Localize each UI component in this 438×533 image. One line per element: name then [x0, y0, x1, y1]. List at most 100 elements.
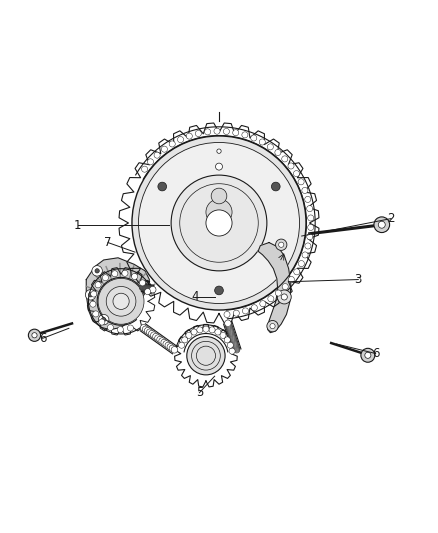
Circle shape	[229, 332, 235, 338]
Circle shape	[98, 278, 144, 324]
Circle shape	[147, 286, 153, 292]
Circle shape	[144, 285, 150, 292]
Circle shape	[131, 273, 138, 279]
Circle shape	[90, 301, 96, 307]
Circle shape	[275, 149, 281, 156]
Circle shape	[159, 338, 165, 344]
Circle shape	[163, 341, 170, 347]
Circle shape	[140, 284, 146, 290]
Circle shape	[195, 131, 201, 136]
Text: 3: 3	[355, 273, 362, 286]
Circle shape	[171, 346, 178, 353]
Circle shape	[149, 286, 156, 293]
Circle shape	[365, 352, 371, 358]
Circle shape	[230, 335, 236, 341]
Circle shape	[191, 329, 197, 335]
Circle shape	[148, 286, 154, 293]
Circle shape	[102, 274, 109, 281]
Circle shape	[182, 337, 188, 343]
Circle shape	[276, 239, 287, 251]
Polygon shape	[258, 243, 291, 333]
Circle shape	[231, 339, 237, 345]
Circle shape	[268, 296, 274, 302]
Circle shape	[267, 320, 278, 332]
Circle shape	[230, 336, 237, 343]
Circle shape	[122, 270, 128, 276]
Circle shape	[117, 327, 124, 333]
Circle shape	[302, 188, 308, 193]
Circle shape	[288, 163, 294, 169]
Circle shape	[112, 271, 118, 277]
Circle shape	[307, 215, 314, 221]
Circle shape	[276, 290, 281, 296]
Circle shape	[228, 329, 234, 336]
Circle shape	[307, 233, 313, 240]
Circle shape	[277, 290, 291, 304]
Circle shape	[141, 285, 148, 291]
Text: 7: 7	[104, 236, 112, 249]
Circle shape	[143, 285, 150, 292]
Circle shape	[227, 327, 233, 333]
Circle shape	[229, 334, 236, 340]
Circle shape	[233, 130, 239, 136]
Circle shape	[288, 277, 294, 282]
Circle shape	[242, 308, 248, 314]
Circle shape	[91, 291, 97, 297]
Circle shape	[227, 328, 234, 335]
Circle shape	[148, 286, 155, 293]
Circle shape	[145, 285, 151, 292]
Circle shape	[214, 128, 220, 134]
Circle shape	[224, 311, 230, 318]
Circle shape	[167, 344, 173, 350]
Circle shape	[138, 142, 300, 303]
Circle shape	[233, 346, 240, 353]
Circle shape	[227, 328, 234, 334]
Circle shape	[151, 332, 157, 338]
Circle shape	[205, 129, 211, 135]
Polygon shape	[86, 258, 149, 329]
Circle shape	[302, 252, 308, 258]
Circle shape	[215, 286, 223, 295]
Circle shape	[102, 318, 106, 322]
Circle shape	[88, 293, 93, 297]
Circle shape	[294, 269, 300, 275]
Circle shape	[251, 305, 258, 311]
Circle shape	[28, 329, 41, 341]
Circle shape	[279, 242, 284, 247]
Circle shape	[140, 325, 147, 331]
Circle shape	[142, 285, 148, 291]
Circle shape	[186, 133, 192, 139]
Circle shape	[374, 217, 390, 232]
Circle shape	[141, 285, 147, 291]
Circle shape	[148, 286, 155, 293]
Circle shape	[305, 243, 311, 249]
Circle shape	[224, 337, 230, 343]
Circle shape	[282, 284, 288, 289]
Circle shape	[217, 149, 221, 154]
Circle shape	[307, 206, 313, 212]
Circle shape	[206, 210, 232, 236]
Circle shape	[233, 344, 239, 350]
Circle shape	[165, 342, 172, 349]
Circle shape	[225, 321, 231, 327]
Circle shape	[259, 139, 265, 145]
Circle shape	[155, 335, 161, 341]
Text: 4: 4	[191, 290, 199, 303]
Circle shape	[187, 336, 225, 375]
Circle shape	[132, 136, 306, 310]
Circle shape	[95, 282, 101, 288]
Circle shape	[171, 175, 267, 271]
Circle shape	[226, 322, 232, 329]
Circle shape	[229, 348, 235, 354]
Circle shape	[270, 324, 275, 329]
Circle shape	[145, 285, 152, 292]
Circle shape	[209, 327, 215, 333]
Circle shape	[106, 286, 136, 316]
Circle shape	[139, 280, 145, 286]
Circle shape	[228, 330, 234, 337]
Circle shape	[197, 327, 203, 333]
Circle shape	[232, 342, 238, 349]
Circle shape	[232, 343, 239, 350]
Circle shape	[169, 345, 176, 352]
Circle shape	[142, 326, 149, 333]
